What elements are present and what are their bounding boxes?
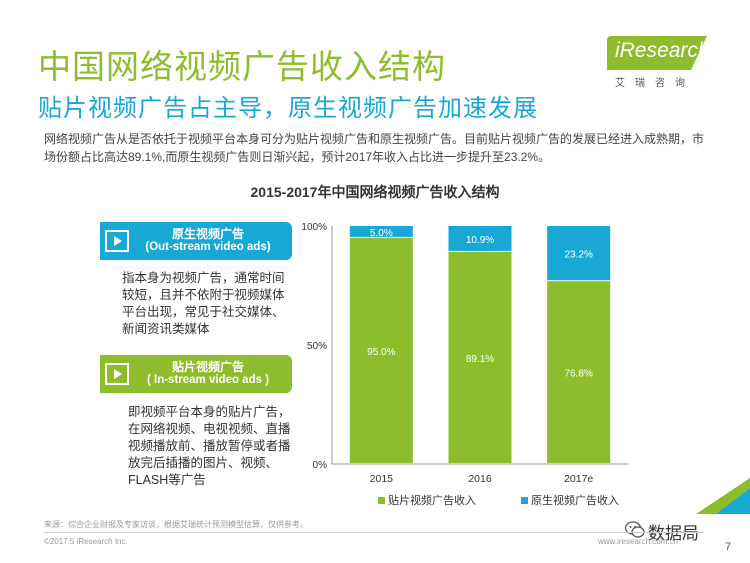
bar-segment-instream xyxy=(349,237,413,463)
y-tick-label: 50% xyxy=(307,341,327,352)
data-label: 10.9% xyxy=(466,235,494,246)
legend-item-outstream: 原生视频广告收入 xyxy=(521,492,619,508)
chart-bars: 95.0% 5.0% 89.1% 10.9% 76.8% 23.2% xyxy=(349,226,611,463)
data-label: 5.0% xyxy=(370,228,393,239)
legend-swatch-green xyxy=(378,496,385,504)
y-tick-label: 0% xyxy=(313,460,328,471)
x-tick-label: 2015 xyxy=(370,473,394,485)
watermark-text: 数据局 xyxy=(648,524,699,543)
legend-label-outstream: 原生视频广告收入 xyxy=(531,495,619,507)
play-icon xyxy=(105,230,129,252)
bar-segment-outstream xyxy=(547,226,611,281)
legend-swatch-blue xyxy=(521,496,528,504)
bar-segment-instream xyxy=(448,251,512,463)
source-note: 来源：综合企业财报及专家访谈，根据艾瑞统计预测模型估算，仅供参考。 xyxy=(44,520,308,529)
bar-segment-outstream xyxy=(349,226,413,237)
corner-decoration xyxy=(696,478,750,514)
chart-axes: 0% 50% 100% 2015 2016 2017e xyxy=(301,222,628,485)
x-tick-label: 2017e xyxy=(564,473,593,485)
chart-title: 2015-2017年中国网络视频广告收入结构 xyxy=(250,184,500,200)
intro-text: 网络视频广告从是否依托于视频平台本身可分为贴片视频广告和原生视频广告。目前贴片视… xyxy=(44,132,705,164)
bar-segment-instream xyxy=(547,281,611,463)
card-instream-box xyxy=(100,355,292,393)
card-outstream: 原生视频广告 (Out-stream video ads) xyxy=(100,222,292,260)
card-outstream-box xyxy=(100,222,292,260)
data-label: 76.8% xyxy=(564,369,592,380)
page-subtitle: 贴片视频广告占主导，原生视频广告加速发展 xyxy=(38,95,538,122)
data-label: 89.1% xyxy=(466,354,494,365)
copyright: ©2017.5 iResearch Inc. xyxy=(44,537,128,546)
play-icon xyxy=(105,363,129,385)
data-label: 23.2% xyxy=(564,250,592,261)
logo-text: iResearch xyxy=(615,39,710,62)
card-instream: 贴片视频广告 ( In-stream video ads ) xyxy=(100,355,292,393)
card-outstream-title: 原生视频广告 xyxy=(171,227,244,241)
card-outstream-subtitle: (Out-stream video ads) xyxy=(145,241,271,253)
stacked-bar-chart: 0% 50% 100% 2015 2016 2017e 95.0% 5.0% 89.1% 10.… xyxy=(301,222,628,485)
footer-divider xyxy=(44,532,704,533)
legend-label-instream: 贴片视频广告收入 xyxy=(388,495,476,507)
card-instream-title: 贴片视频广告 xyxy=(171,360,244,374)
page-title: 中国网络视频广告收入结构 xyxy=(38,48,446,85)
data-label: 95.0% xyxy=(367,347,395,358)
logo-subtext: 艾瑞咨询 xyxy=(615,78,695,89)
x-tick-label: 2016 xyxy=(468,473,492,485)
bar-segment-outstream xyxy=(448,226,512,251)
iresearch-logo: iResearch 艾瑞咨询 xyxy=(607,36,717,92)
card-instream-subtitle: ( In-stream video ads ) xyxy=(146,374,270,386)
logo-mark xyxy=(607,36,711,70)
page-number: 7 xyxy=(725,541,732,553)
website-url: www.iresearch.com.cn xyxy=(598,537,679,546)
card-outstream-description: 指本身为视频广告，通常时间较短，且并不依附于视频媒体平台出现，常见于社交媒体、新… xyxy=(122,271,285,336)
card-instream-description: 即视频平台本身的贴片广告，在网络视频、电视视频、直播视频播放前、播放暂停或者播放… xyxy=(128,405,291,487)
y-tick-label: 100% xyxy=(301,222,327,233)
legend-item-instream: 贴片视频广告收入 xyxy=(378,492,476,508)
